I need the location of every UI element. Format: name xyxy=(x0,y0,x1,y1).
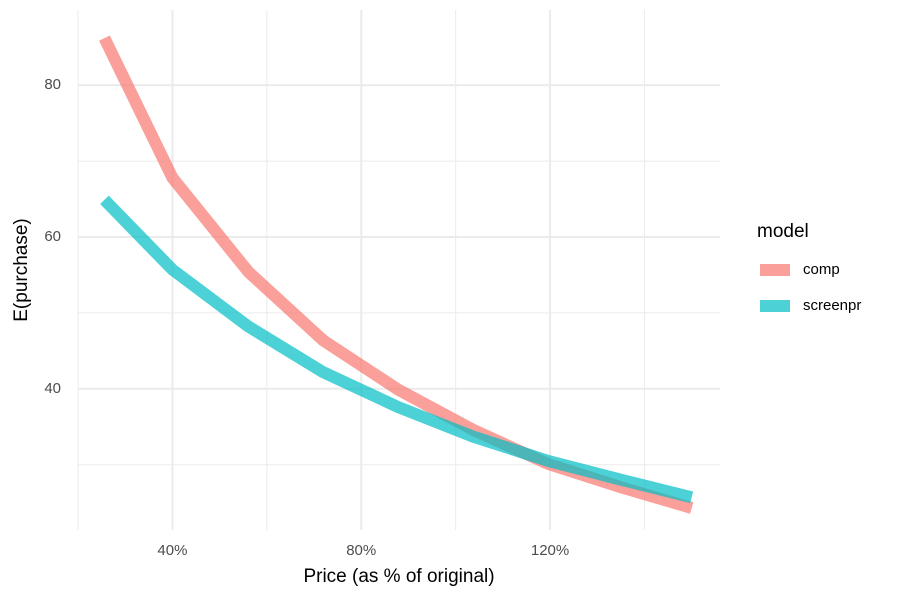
line-series xyxy=(99,35,694,514)
line-series xyxy=(100,195,694,504)
y-tick-label: 40 xyxy=(44,380,61,397)
grid xyxy=(77,10,720,530)
legend-title: model xyxy=(757,221,809,242)
y-tick-label: 60 xyxy=(44,228,61,245)
legend-label: screenpr xyxy=(803,297,861,314)
x-tick-label: 120% xyxy=(531,542,569,559)
x-tick-label: 80% xyxy=(346,542,376,559)
legend-label: comp xyxy=(803,261,840,278)
x-axis-title: Price (as % of original) xyxy=(303,566,494,587)
y-axis-title: E(purchase) xyxy=(11,218,32,322)
y-tick-label: 80 xyxy=(44,76,61,93)
x-tick-label: 40% xyxy=(157,542,187,559)
